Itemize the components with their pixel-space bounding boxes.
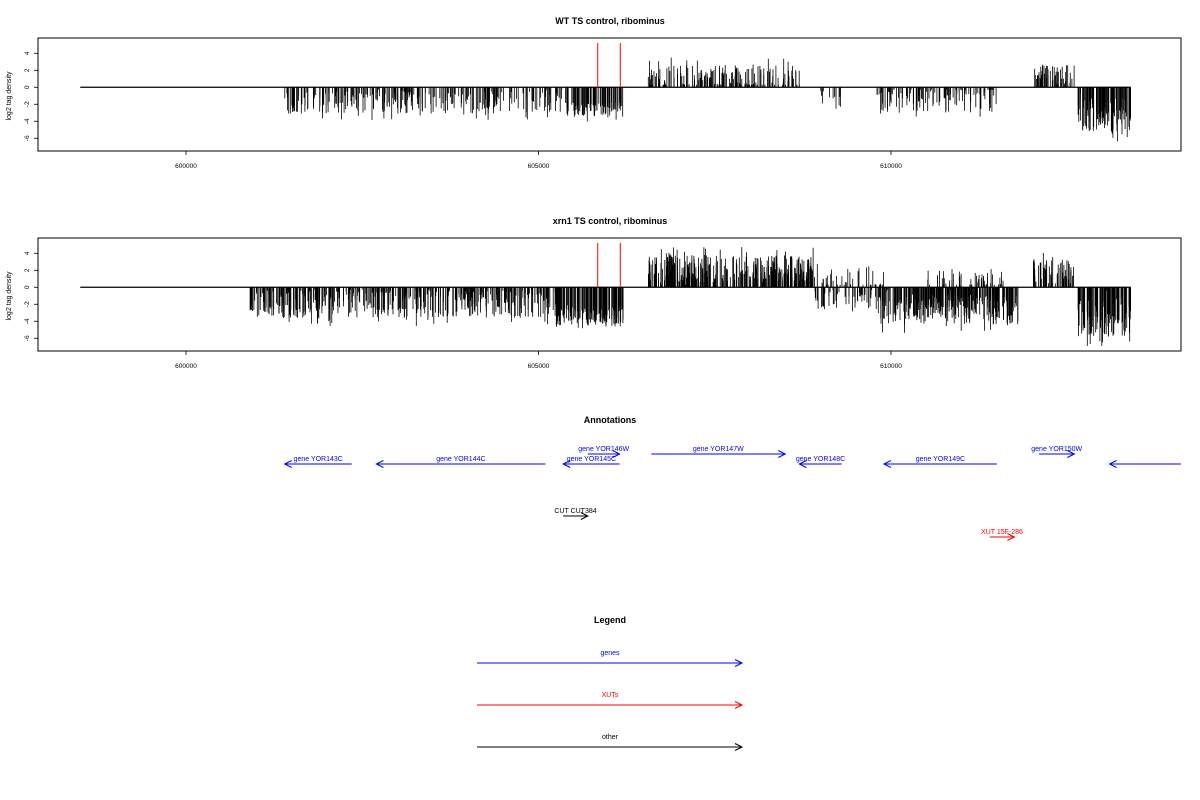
feature-gene: gene YOR147W	[651, 446, 787, 458]
xrn1-density-track: xrn1 TS control, ribominus log2 tag dens…	[6, 216, 1182, 370]
density-bars	[249, 247, 1131, 346]
track-title: WT TS control, ribominus	[555, 16, 665, 26]
arrowhead-right-icon	[580, 512, 589, 520]
track-title: xrn1 TS control, ribominus	[553, 216, 668, 226]
legend: Legend genes XUTs other	[477, 615, 744, 751]
feature-gene: gene YOR146W	[578, 446, 630, 458]
y-tick-label: 0	[24, 285, 31, 289]
feature-label: gene YOR150W	[1031, 446, 1082, 453]
feature-xut: XUT 15F-286	[981, 529, 1023, 541]
arrowhead-right-icon	[612, 450, 621, 458]
feature-label: gene YOR146W	[578, 446, 629, 453]
y-tick-label: -2	[24, 101, 31, 107]
arrowhead-left-icon	[1108, 460, 1117, 468]
legend-label: other	[602, 734, 619, 741]
y-tick-label: 0	[24, 85, 31, 89]
y-tick-label: 4	[24, 251, 31, 255]
feature-label: XUT 15F-286	[981, 529, 1023, 536]
arrowhead-left-icon	[882, 460, 892, 468]
arrowhead-left-icon	[562, 460, 571, 468]
y-tick-label: -4	[24, 318, 31, 324]
feature-gene: gene YOR145C	[562, 456, 620, 468]
position-markers	[597, 43, 621, 88]
plot-frame	[37, 237, 1182, 352]
feature-arrows: gene YOR143C gene YOR144C gene YOR145C gene…	[283, 446, 1181, 541]
annotations-panel: Annotations gene YOR143C gene YOR144C gene…	[283, 415, 1181, 541]
arrowhead-right-icon	[778, 450, 787, 458]
x-tick-label: 610000	[880, 163, 902, 170]
legend-label: genes	[600, 650, 620, 657]
legend-label: XUTs	[602, 692, 619, 699]
feature-gene: gene YOR148C	[796, 456, 845, 468]
feature-label: gene YOR143C	[294, 456, 343, 463]
arrowhead-right-icon	[734, 659, 744, 667]
y-tick-label: -6	[24, 335, 31, 341]
x-tick-label: 600000	[175, 363, 197, 370]
feature-label: gene YOR149C	[916, 456, 965, 463]
feature-gene: gene YOR143C	[283, 456, 352, 468]
feature-label: gene YOR147W	[693, 446, 744, 453]
arrowhead-left-icon	[375, 460, 384, 468]
feature-gene: gene YOR144C	[375, 456, 546, 468]
y-tick-label: -4	[24, 118, 31, 124]
arrowhead-left-icon	[283, 460, 292, 468]
y-tick-label: 2	[24, 68, 31, 72]
x-axis: 600000 605000 610000	[175, 151, 902, 170]
legend-item: other	[477, 734, 744, 751]
x-tick-label: 610000	[880, 363, 902, 370]
y-tick-label: -2	[24, 301, 31, 307]
wt-density-track: WT TS control, ribominus log2 tag densit…	[6, 16, 1182, 170]
arrowhead-right-icon	[1007, 533, 1016, 541]
legend-item: XUTs	[477, 692, 744, 709]
arrowhead-left-icon	[798, 460, 807, 468]
y-axis: -6 -4 -2 0 2 4	[24, 251, 38, 341]
feature-gene: gene YOR149C	[882, 456, 997, 468]
x-tick-label: 605000	[528, 163, 550, 170]
x-tick-label: 600000	[175, 163, 197, 170]
plot-frame	[37, 37, 1182, 152]
y-tick-label: 4	[24, 51, 31, 55]
legend-title: Legend	[594, 615, 626, 625]
annotations-title: Annotations	[584, 415, 637, 425]
y-tick-label: 2	[24, 268, 31, 272]
feature-gene	[1108, 460, 1181, 468]
feature-other: CUT CUT384	[554, 508, 597, 520]
feature-label: gene YOR144C	[436, 456, 485, 463]
legend-items: genes XUTs other	[477, 650, 744, 751]
feature-label: gene YOR148C	[796, 456, 845, 463]
arrowhead-right-icon	[1067, 450, 1076, 458]
density-bars	[284, 57, 1131, 142]
arrowhead-right-icon	[734, 743, 744, 751]
y-axis-label: log2 tag density	[6, 271, 13, 321]
feature-gene: gene YOR150W	[1031, 446, 1083, 458]
y-axis-label: log2 tag density	[6, 71, 13, 121]
feature-label: gene YOR145C	[567, 456, 616, 463]
position-markers	[597, 243, 621, 288]
y-axis: -6 -4 -2 0 2 4	[24, 51, 38, 141]
arrowhead-right-icon	[734, 701, 744, 709]
y-tick-label: -6	[24, 135, 31, 141]
x-tick-label: 605000	[528, 363, 550, 370]
legend-item: genes	[477, 650, 744, 667]
feature-label: CUT CUT384	[554, 508, 596, 515]
x-axis: 600000 605000 610000	[175, 351, 902, 370]
